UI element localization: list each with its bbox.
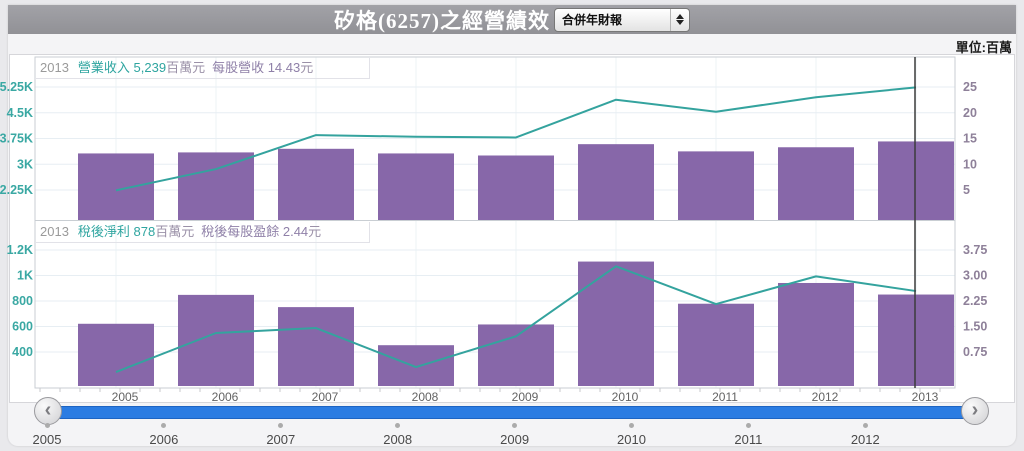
left-axis-tick: 400 — [12, 345, 33, 359]
slider-track[interactable] — [40, 406, 987, 419]
after-tax-eps-bars — [678, 303, 754, 386]
after-tax-eps-bars — [178, 294, 254, 386]
header-bar: 矽格(6257)之經營績效 合併年財報 — [8, 5, 1016, 34]
right-axis-tick: 10 — [963, 157, 977, 171]
revenue-per-share-bars — [178, 152, 254, 220]
after-tax-eps-bars — [278, 307, 354, 386]
revenue-per-share-bars — [778, 147, 854, 220]
timeline-dot-icon — [161, 423, 167, 428]
year-label: 2012 — [811, 390, 839, 404]
left-axis-tick: 600 — [12, 320, 33, 334]
year-label: 2006 — [211, 390, 239, 404]
revenue-value: 營業收入 5,239 — [77, 60, 167, 75]
report-period-select[interactable]: 合併年財報 — [554, 7, 690, 32]
timeline-year-label: 2005 — [32, 432, 62, 447]
performance-chart-svg[interactable]: 5.25K 25 4.5K 20 3.75K 15 3K 10 2.25K 5 1.2K 3.75 1K… — [0, 55, 1024, 405]
revenue-per-share-bars — [678, 151, 754, 220]
year-label: 2008 — [411, 390, 439, 404]
timeline-year-label: 2006 — [149, 432, 179, 447]
left-axis-tick: 4.5K — [7, 106, 33, 120]
timeline-item[interactable]: 2009 — [480, 423, 550, 449]
right-axis-tick: 3.75 — [963, 243, 987, 257]
year-label: 2011 — [712, 390, 738, 404]
revenue-per-share-bars — [378, 153, 454, 220]
timeline-dot-icon — [278, 423, 284, 428]
after-tax-eps-bars — [578, 261, 654, 386]
left-axis-tick: 800 — [12, 294, 33, 308]
timeline-item[interactable]: 2011 — [713, 423, 783, 449]
year-label: 2005 — [111, 390, 139, 404]
timeline-year-label: 2008 — [383, 432, 413, 447]
revenue-unit: 百萬元 — [166, 60, 206, 75]
timeline-dot-icon — [629, 423, 634, 428]
chevron-right-icon: › — [971, 398, 979, 421]
right-axis-tick: 5 — [963, 183, 970, 197]
unit-label: 單位:百萬 — [955, 40, 1012, 55]
eps-unit: 元 — [308, 224, 322, 239]
profit-chart-label: 2013 稅後淨利 878百萬元 稅後每股盈餘 2.44元 — [36, 222, 370, 243]
year-label: 2007 — [311, 390, 339, 404]
timeline-item[interactable]: 2012 — [830, 423, 900, 449]
net-profit-unit: 百萬元 — [155, 224, 195, 239]
net-profit-line — [115, 265, 917, 373]
revenue-per-share-unit: 元 — [300, 60, 314, 75]
plot-border — [34, 56, 956, 389]
after-tax-eps-bars — [78, 323, 154, 386]
revenue-per-share-bars — [878, 141, 954, 220]
left-axis-tick: 3K — [17, 157, 33, 171]
after-tax-eps-bars — [778, 282, 854, 386]
revenue-line — [115, 86, 917, 192]
net-profit-value: 稅後淨利 878 — [77, 224, 156, 239]
timeline-dot-icon — [862, 423, 868, 428]
timeline-year-label: 2007 — [266, 432, 296, 447]
eps-value: 稅後每股盈餘 2.44 — [201, 224, 309, 239]
page-title: 矽格(6257)之經營績效 — [334, 8, 550, 33]
revenue-per-share-bars — [578, 144, 654, 220]
timeline-item[interactable]: 2006 — [129, 423, 199, 449]
timeline-year-label: 2012 — [850, 432, 880, 447]
label-year: 2013 — [40, 60, 69, 75]
left-axis-tick: 3.75K — [0, 132, 33, 146]
year-label: 2009 — [511, 390, 539, 404]
year-label: 2013 — [911, 390, 939, 404]
slider-prev-button[interactable]: ‹ — [34, 397, 62, 425]
timeline-item[interactable]: 2005 — [12, 423, 82, 449]
timeline-item[interactable]: 2010 — [597, 423, 667, 449]
left-axis-tick: 1K — [17, 269, 33, 283]
year-label: 2010 — [611, 390, 639, 404]
right-axis-tick: 15 — [963, 132, 977, 146]
timeline-year-label: 2011 — [734, 432, 763, 447]
after-tax-eps-bars — [878, 294, 954, 386]
timeline-year-label: 2009 — [500, 432, 530, 447]
revenue-per-share-bars — [278, 148, 354, 220]
right-axis-tick: 0.75 — [963, 345, 987, 359]
timeline-year-label: 2010 — [617, 432, 646, 447]
slider-next-button[interactable]: › — [961, 397, 989, 425]
right-axis-tick: 2.25 — [963, 294, 987, 308]
timeline-item[interactable]: 2007 — [246, 423, 316, 449]
select-spinner-icon[interactable] — [670, 8, 689, 31]
revenue-chart-label: 2013 營業收入 5,239百萬元 每股營收 14.43元 — [36, 58, 370, 79]
revenue-per-share-bars — [78, 153, 154, 220]
timeline-dot-icon — [512, 423, 518, 428]
after-tax-eps-bars — [478, 324, 554, 386]
after-tax-eps-bars — [378, 345, 454, 386]
timeline-dot-icon — [395, 423, 401, 428]
timeline-dot-icon — [745, 423, 751, 428]
left-axis-tick: 5.25K — [0, 80, 33, 94]
left-axis-tick: 2.25K — [0, 183, 33, 197]
right-axis-tick: 25 — [963, 80, 977, 94]
label-year: 2013 — [40, 224, 69, 239]
revenue-per-share-value: 每股營收 14.43 — [212, 60, 301, 75]
timeline-item[interactable]: 2008 — [363, 423, 433, 449]
revenue-per-share-bars — [478, 155, 554, 220]
right-axis-tick: 3.00 — [963, 269, 987, 283]
right-axis-tick: 20 — [963, 106, 977, 120]
right-axis-tick: 1.50 — [963, 320, 987, 334]
select-value: 合併年財報 — [562, 13, 623, 27]
timeline-dot-icon — [44, 423, 50, 428]
chevron-left-icon: ‹ — [44, 398, 52, 421]
left-axis-tick: 1.2K — [7, 243, 33, 257]
